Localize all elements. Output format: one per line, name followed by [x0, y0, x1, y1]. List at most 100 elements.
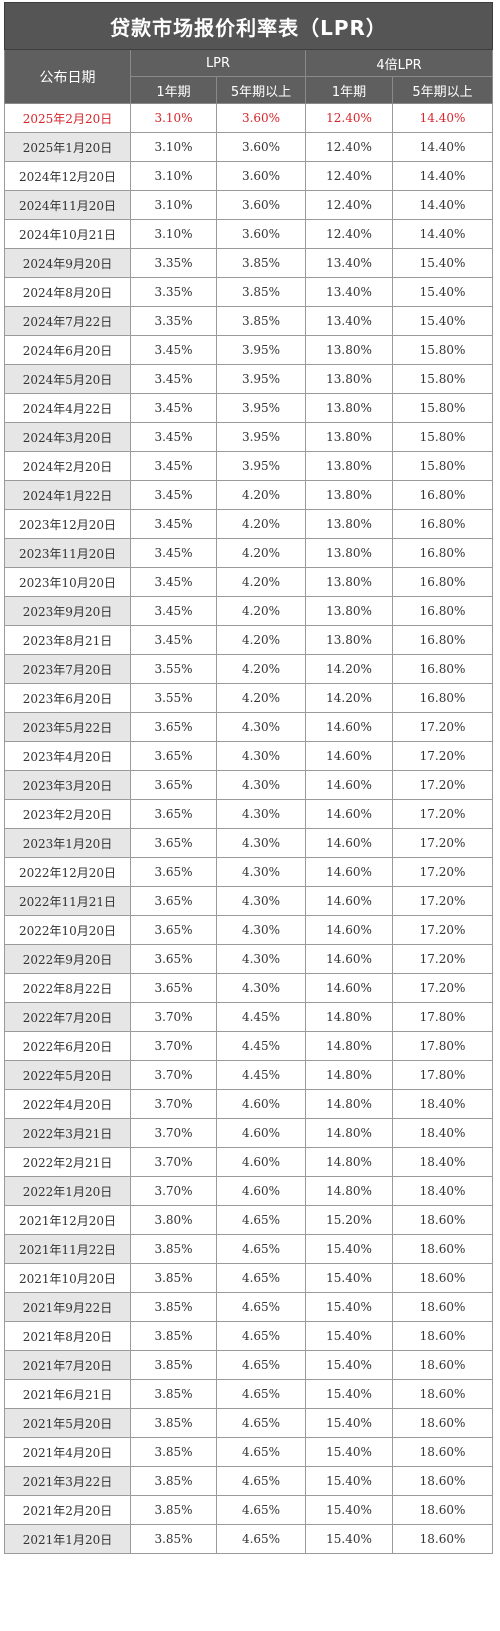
lpr4-5y-cell: 15.80%: [391, 364, 494, 394]
lpr4-1y-cell: 12.40%: [305, 190, 393, 220]
lpr4-5y-cell: 17.80%: [391, 1002, 494, 1032]
date-cell: 2021年8月20日: [4, 1321, 131, 1351]
date-cell: 2025年2月20日: [4, 103, 131, 133]
lpr4-1y-cell: 12.40%: [305, 219, 393, 249]
lpr-5y-cell: 4.60%: [216, 1176, 306, 1206]
lpr4-1y-cell: 13.40%: [305, 277, 393, 307]
lpr4-1y-cell: 13.80%: [305, 538, 393, 568]
lpr-5y-cell: 4.65%: [216, 1466, 306, 1496]
lpr4-1y-cell: 15.40%: [305, 1379, 393, 1409]
date-cell: 2024年5月20日: [4, 364, 131, 394]
date-cell: 2023年6月20日: [4, 683, 131, 713]
lpr-1y-cell: 3.45%: [130, 364, 217, 394]
lpr-5y-cell: 4.30%: [216, 741, 306, 771]
table-row: 2022年8月22日 3.65% 4.30% 14.60% 17.20%: [4, 973, 494, 1003]
lpr4-5y-cell: 16.80%: [391, 480, 494, 510]
lpr4-1y-cell: 13.80%: [305, 596, 393, 626]
lpr4-1y-cell: 14.60%: [305, 799, 393, 829]
table-row: 2023年10月20日 3.45% 4.20% 13.80% 16.80%: [4, 567, 494, 597]
lpr4-5y-cell: 18.60%: [391, 1321, 494, 1351]
lpr4-5y-cell: 18.60%: [391, 1437, 494, 1467]
table-row: 2023年9月20日 3.45% 4.20% 13.80% 16.80%: [4, 596, 494, 626]
lpr-1y-cell: 3.10%: [130, 219, 217, 249]
date-cell: 2022年1月20日: [4, 1176, 131, 1206]
table-row: 2024年9月20日 3.35% 3.85% 13.40% 15.40%: [4, 248, 494, 278]
lpr4-5y-cell: 17.20%: [391, 944, 494, 974]
lpr-5y-cell: 4.20%: [216, 596, 306, 626]
date-cell: 2025年1月20日: [4, 132, 131, 162]
lpr-1y-cell: 3.70%: [130, 1002, 217, 1032]
lpr4-5y-header: 5年期以上: [391, 76, 494, 104]
lpr-1y-cell: 3.55%: [130, 683, 217, 713]
date-cell: 2021年9月22日: [4, 1292, 131, 1322]
table-row: 2022年4月20日 3.70% 4.60% 14.80% 18.40%: [4, 1089, 494, 1119]
date-cell: 2022年6月20日: [4, 1031, 131, 1061]
lpr4-5y-cell: 17.20%: [391, 741, 494, 771]
lpr-1y-cell: 3.65%: [130, 944, 217, 974]
table-row: 2023年11月20日 3.45% 4.20% 13.80% 16.80%: [4, 538, 494, 568]
date-cell: 2022年11月21日: [4, 886, 131, 916]
date-cell: 2023年4月20日: [4, 741, 131, 771]
lpr-5y-cell: 4.60%: [216, 1118, 306, 1148]
lpr4-1y-cell: 13.40%: [305, 248, 393, 278]
date-cell: 2022年2月21日: [4, 1147, 131, 1177]
lpr-1y-cell: 3.70%: [130, 1031, 217, 1061]
lpr4-5y-cell: 15.80%: [391, 451, 494, 481]
date-cell: 2023年8月21日: [4, 625, 131, 655]
lpr-1y-cell: 3.85%: [130, 1408, 217, 1438]
date-column-header: 公布日期: [4, 49, 131, 104]
lpr4-1y-cell: 13.80%: [305, 335, 393, 365]
lpr4-5y-cell: 16.80%: [391, 567, 494, 597]
lpr-1y-cell: 3.65%: [130, 741, 217, 771]
lpr4-1y-cell: 14.20%: [305, 654, 393, 684]
lpr4-1y-cell: 13.80%: [305, 509, 393, 539]
lpr-1y-cell: 3.85%: [130, 1437, 217, 1467]
table-row: 2024年12月20日 3.10% 3.60% 12.40% 14.40%: [4, 161, 494, 191]
table-row: 2022年5月20日 3.70% 4.45% 14.80% 17.80%: [4, 1060, 494, 1090]
table-row: 2022年7月20日 3.70% 4.45% 14.80% 17.80%: [4, 1002, 494, 1032]
lpr4-1y-cell: 15.40%: [305, 1292, 393, 1322]
table-row: 2023年7月20日 3.55% 4.20% 14.20% 16.80%: [4, 654, 494, 684]
lpr4-5y-cell: 15.80%: [391, 393, 494, 423]
date-cell: 2024年10月21日: [4, 219, 131, 249]
lpr-1y-cell: 3.85%: [130, 1263, 217, 1293]
lpr4-1y-cell: 15.40%: [305, 1234, 393, 1264]
lpr-5y-cell: 3.95%: [216, 335, 306, 365]
lpr4-5y-cell: 17.20%: [391, 915, 494, 945]
table-row: 2021年10月20日 3.85% 4.65% 15.40% 18.60%: [4, 1263, 494, 1293]
date-cell: 2022年3月21日: [4, 1118, 131, 1148]
lpr4-5y-cell: 17.20%: [391, 770, 494, 800]
table-row: 2021年4月20日 3.85% 4.65% 15.40% 18.60%: [4, 1437, 494, 1467]
lpr4-1y-cell: 14.80%: [305, 1002, 393, 1032]
lpr4-5y-cell: 17.20%: [391, 828, 494, 858]
table-row: 2021年8月20日 3.85% 4.65% 15.40% 18.60%: [4, 1321, 494, 1351]
date-cell: 2023年7月20日: [4, 654, 131, 684]
lpr4-1y-cell: 15.40%: [305, 1437, 393, 1467]
table-row: 2025年1月20日 3.10% 3.60% 12.40% 14.40%: [4, 132, 494, 162]
lpr-1y-cell: 3.65%: [130, 770, 217, 800]
lpr-5y-cell: 3.60%: [216, 219, 306, 249]
lpr-1y-cell: 3.10%: [130, 190, 217, 220]
table-row: 2024年2月20日 3.45% 3.95% 13.80% 15.80%: [4, 451, 494, 481]
date-cell: 2024年11月20日: [4, 190, 131, 220]
lpr4-5y-cell: 16.80%: [391, 538, 494, 568]
lpr4-5y-cell: 18.40%: [391, 1118, 494, 1148]
table-row: 2021年2月20日 3.85% 4.65% 15.40% 18.60%: [4, 1495, 494, 1525]
lpr4-1y-cell: 15.40%: [305, 1524, 393, 1554]
lpr-5y-cell: 4.30%: [216, 944, 306, 974]
lpr4-5y-cell: 17.20%: [391, 886, 494, 916]
table-row: 2024年5月20日 3.45% 3.95% 13.80% 15.80%: [4, 364, 494, 394]
date-cell: 2022年5月20日: [4, 1060, 131, 1090]
table-row: 2021年6月21日 3.85% 4.65% 15.40% 18.60%: [4, 1379, 494, 1409]
lpr-5y-cell: 4.30%: [216, 973, 306, 1003]
lpr-1y-cell: 3.65%: [130, 828, 217, 858]
lpr4-5y-cell: 17.80%: [391, 1060, 494, 1090]
lpr4-1y-cell: 14.80%: [305, 1031, 393, 1061]
lpr-1y-cell: 3.35%: [130, 277, 217, 307]
lpr4-5y-cell: 16.80%: [391, 509, 494, 539]
date-cell: 2021年6月21日: [4, 1379, 131, 1409]
lpr-5y-cell: 3.95%: [216, 422, 306, 452]
table-row: 2022年10月20日 3.65% 4.30% 14.60% 17.20%: [4, 915, 494, 945]
lpr-5y-cell: 4.20%: [216, 480, 306, 510]
date-cell: 2021年3月22日: [4, 1466, 131, 1496]
